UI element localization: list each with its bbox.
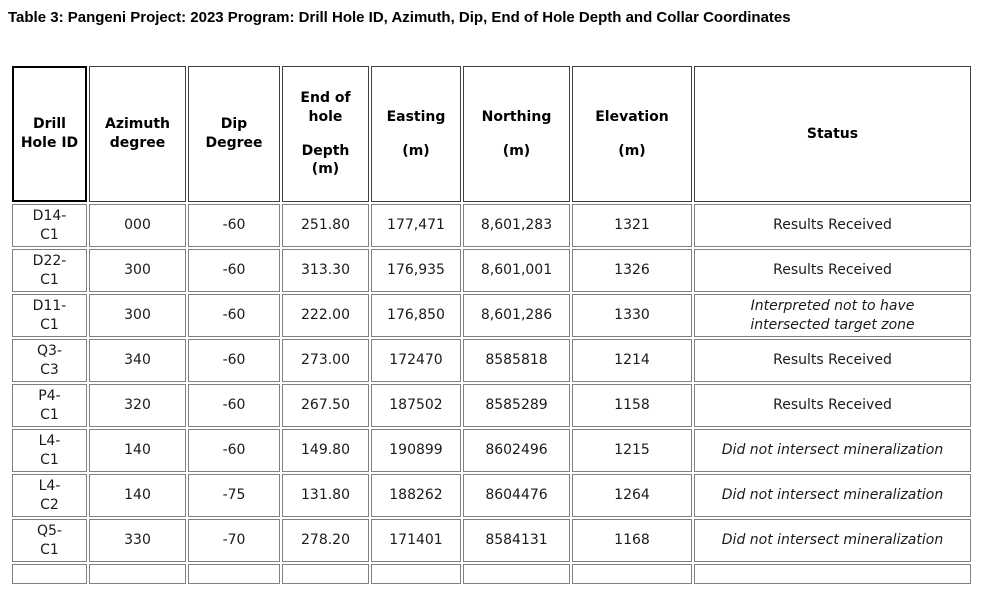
cell-elevation: 1321 <box>572 204 692 247</box>
cell-azimuth: 320 <box>89 384 186 427</box>
table-row: P4-C1 320 -60 267.50 187502 8585289 1158… <box>12 384 971 427</box>
cell-eoh-depth: 149.80 <box>282 429 369 472</box>
cell-easting: 172470 <box>371 339 461 382</box>
cell-elevation: 1215 <box>572 429 692 472</box>
cell-northing: 8,601,283 <box>463 204 570 247</box>
cell-northing: 8585289 <box>463 384 570 427</box>
column-header-northing: Northing (m) <box>463 66 570 202</box>
cell-elevation: 1214 <box>572 339 692 382</box>
cell-northing: 8,601,286 <box>463 294 570 337</box>
column-header-status: Status <box>694 66 971 202</box>
cell-status: Results Received <box>694 249 971 292</box>
cell-status: Interpreted not to have intersected targ… <box>694 294 971 337</box>
cell-elevation: 1264 <box>572 474 692 517</box>
cell-azimuth: 340 <box>89 339 186 382</box>
cell-eoh-depth: 222.00 <box>282 294 369 337</box>
cell-dip: -60 <box>188 204 280 247</box>
cell-status: Did not intersect mineralization <box>694 474 971 517</box>
cell-azimuth: 300 <box>89 294 186 337</box>
cell-dip: -75 <box>188 474 280 517</box>
table-row: D11-C1 300 -60 222.00 176,850 8,601,286 … <box>12 294 971 337</box>
empty-cell <box>371 564 461 584</box>
drill-hole-table: Drill Hole ID Azimuth degree Dip Degree … <box>10 64 973 586</box>
cell-dip: -60 <box>188 384 280 427</box>
cell-dip: -60 <box>188 339 280 382</box>
cell-dip: -70 <box>188 519 280 562</box>
cell-eoh-depth: 131.80 <box>282 474 369 517</box>
table-row: Q3-C3 340 -60 273.00 172470 8585818 1214… <box>12 339 971 382</box>
cell-easting: 171401 <box>371 519 461 562</box>
column-header-elevation: Elevation (m) <box>572 66 692 202</box>
empty-cell <box>572 564 692 584</box>
cell-dip: -60 <box>188 429 280 472</box>
cell-azimuth: 300 <box>89 249 186 292</box>
cell-status: Results Received <box>694 204 971 247</box>
cell-status: Did not intersect mineralization <box>694 519 971 562</box>
cell-eoh-depth: 278.20 <box>282 519 369 562</box>
table-row: D22-C1 300 -60 313.30 176,935 8,601,001 … <box>12 249 971 292</box>
cell-eoh-depth: 273.00 <box>282 339 369 382</box>
empty-cell <box>463 564 570 584</box>
cell-azimuth: 330 <box>89 519 186 562</box>
column-header-azimuth: Azimuth degree <box>89 66 186 202</box>
empty-cell <box>282 564 369 584</box>
column-header-easting: Easting (m) <box>371 66 461 202</box>
column-header-dip: Dip Degree <box>188 66 280 202</box>
cell-easting: 188262 <box>371 474 461 517</box>
cell-easting: 176,850 <box>371 294 461 337</box>
cell-northing: 8604476 <box>463 474 570 517</box>
cell-dip: -60 <box>188 294 280 337</box>
column-header-eoh-depth: End of hole Depth (m) <box>282 66 369 202</box>
cell-easting: 176,935 <box>371 249 461 292</box>
cell-easting: 187502 <box>371 384 461 427</box>
page-title: Table 3: Pangeni Project: 2023 Program: … <box>8 9 791 26</box>
table-footer <box>12 564 971 584</box>
cell-drill-hole-id: Q3-C3 <box>12 339 87 382</box>
cell-elevation: 1326 <box>572 249 692 292</box>
table-header: Drill Hole ID Azimuth degree Dip Degree … <box>12 66 971 202</box>
cell-northing: 8585818 <box>463 339 570 382</box>
header-row: Drill Hole ID Azimuth degree Dip Degree … <box>12 66 971 202</box>
table-row: L4-C2 140 -75 131.80 188262 8604476 1264… <box>12 474 971 517</box>
cell-northing: 8602496 <box>463 429 570 472</box>
cell-status: Results Received <box>694 339 971 382</box>
table-row: D14-C1 000 -60 251.80 177,471 8,601,283 … <box>12 204 971 247</box>
table-row: L4-C1 140 -60 149.80 190899 8602496 1215… <box>12 429 971 472</box>
cell-drill-hole-id: P4-C1 <box>12 384 87 427</box>
cell-elevation: 1330 <box>572 294 692 337</box>
cell-northing: 8,601,001 <box>463 249 570 292</box>
table-body: D14-C1 000 -60 251.80 177,471 8,601,283 … <box>12 204 971 562</box>
cell-dip: -60 <box>188 249 280 292</box>
empty-cell <box>12 564 87 584</box>
cell-eoh-depth: 313.30 <box>282 249 369 292</box>
cell-status: Results Received <box>694 384 971 427</box>
cell-northing: 8584131 <box>463 519 570 562</box>
cell-azimuth: 140 <box>89 474 186 517</box>
cell-status: Did not intersect mineralization <box>694 429 971 472</box>
cell-easting: 177,471 <box>371 204 461 247</box>
empty-cell <box>694 564 971 584</box>
cell-eoh-depth: 251.80 <box>282 204 369 247</box>
cell-drill-hole-id: D11-C1 <box>12 294 87 337</box>
column-header-drill-hole-id: Drill Hole ID <box>12 66 87 202</box>
cell-azimuth: 140 <box>89 429 186 472</box>
empty-cell <box>188 564 280 584</box>
cell-drill-hole-id: D14-C1 <box>12 204 87 247</box>
cell-drill-hole-id: D22-C1 <box>12 249 87 292</box>
cell-easting: 190899 <box>371 429 461 472</box>
cell-drill-hole-id: L4-C1 <box>12 429 87 472</box>
cell-azimuth: 000 <box>89 204 186 247</box>
empty-cell <box>89 564 186 584</box>
empty-row <box>12 564 971 584</box>
cell-drill-hole-id: Q5-C1 <box>12 519 87 562</box>
cell-drill-hole-id: L4-C2 <box>12 474 87 517</box>
cell-elevation: 1158 <box>572 384 692 427</box>
table-row: Q5-C1 330 -70 278.20 171401 8584131 1168… <box>12 519 971 562</box>
cell-eoh-depth: 267.50 <box>282 384 369 427</box>
cell-elevation: 1168 <box>572 519 692 562</box>
